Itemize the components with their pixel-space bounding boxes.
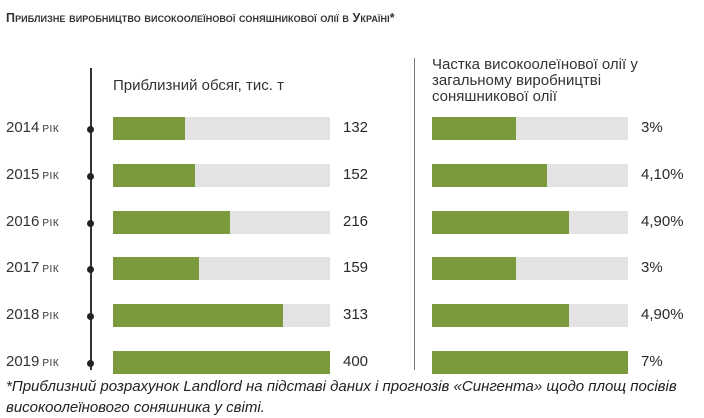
year-suffix: РІК [42,124,60,135]
volume-value-label: 400 [343,353,369,370]
volume-value-label: 313 [343,306,369,324]
year-suffix: РІК [42,170,60,182]
share-bar [432,117,516,140]
share-bar-track [432,304,628,328]
timeline-dot [87,219,94,227]
share-value-label: 3% [641,119,663,136]
chart-row-2019: 2019 РІК 400 7% [0,351,704,375]
volume-bar-track [113,210,330,234]
year-number: 2015 [6,165,40,183]
chart-row-2017: 2017 РІК 159 3% [0,257,704,281]
timeline-dot [87,126,94,133]
chart-row-2014: 2014 РІК 132 3% [0,117,704,141]
volume-value-label: 152 [343,165,369,183]
volume-bar-track [113,257,330,281]
volume-bar [113,210,231,234]
volume-bar-track [113,304,330,328]
year-label: 2018 РІК [6,306,59,323]
share-bar-track [432,351,628,374]
share-bar-track [432,163,628,187]
chart-row-2015: 2015 РІК 152 4,10% [0,163,704,188]
volume-value-label: 216 [343,212,369,230]
year-number: 2014 [6,119,40,136]
timeline-dot [87,172,94,180]
share-bar-track [432,117,628,140]
volume-panel-title: Приблизний обсяг, тис. т [113,77,284,94]
volume-bar [113,257,200,281]
year-label: 2016 РІК [6,213,59,230]
share-bar-track [432,210,628,234]
year-number: 2018 [6,306,40,324]
year-timeline [90,68,92,370]
share-value-label: 4,90% [641,306,684,324]
timeline-dot [87,266,94,274]
timeline-dot [87,360,94,367]
share-bar [432,351,628,374]
volume-value-label: 132 [343,119,369,136]
chart-row-2016: 2016 РІК 216 4,90% [0,210,704,235]
volume-bar [113,351,330,374]
year-number: 2016 [6,212,40,230]
chart-row-2018: 2018 РІК 313 4,90% [0,304,704,328]
volume-bar [113,117,185,140]
share-panel-title: Частка високоолеїнової олії у загальному… [432,56,638,105]
volume-bar [113,304,283,328]
volume-bar-track [113,163,330,187]
timeline-dot [87,313,94,321]
panel-divider [414,58,415,370]
chart-title: Приблизне виробництво високоолеїнової со… [6,11,395,25]
year-label: 2019 РІК [6,353,59,370]
share-bar [432,257,516,281]
share-bar [432,304,570,328]
year-label: 2017 РІК [6,259,59,276]
year-suffix: РІК [42,358,60,369]
footnote: *Приблизний розрахунок Landlord на підст… [6,378,677,416]
share-value-label: 4,10% [641,165,684,183]
share-bar [432,210,570,234]
year-suffix: РІК [42,311,60,323]
share-value-label: 4,90% [641,212,684,230]
volume-bar-track [113,351,330,374]
year-suffix: РІК [42,264,60,276]
volume-bar-track [113,117,330,140]
year-label: 2015 РІК [6,166,59,183]
year-number: 2017 [6,259,40,277]
year-suffix: РІК [42,217,60,229]
share-value-label: 7% [641,353,663,370]
volume-bar [113,163,196,187]
share-bar-track [432,257,628,281]
year-number: 2019 [6,353,40,370]
share-bar [432,163,547,187]
share-value-label: 3% [641,259,663,277]
volume-value-label: 159 [343,259,369,277]
year-label: 2014 РІК [6,119,59,136]
